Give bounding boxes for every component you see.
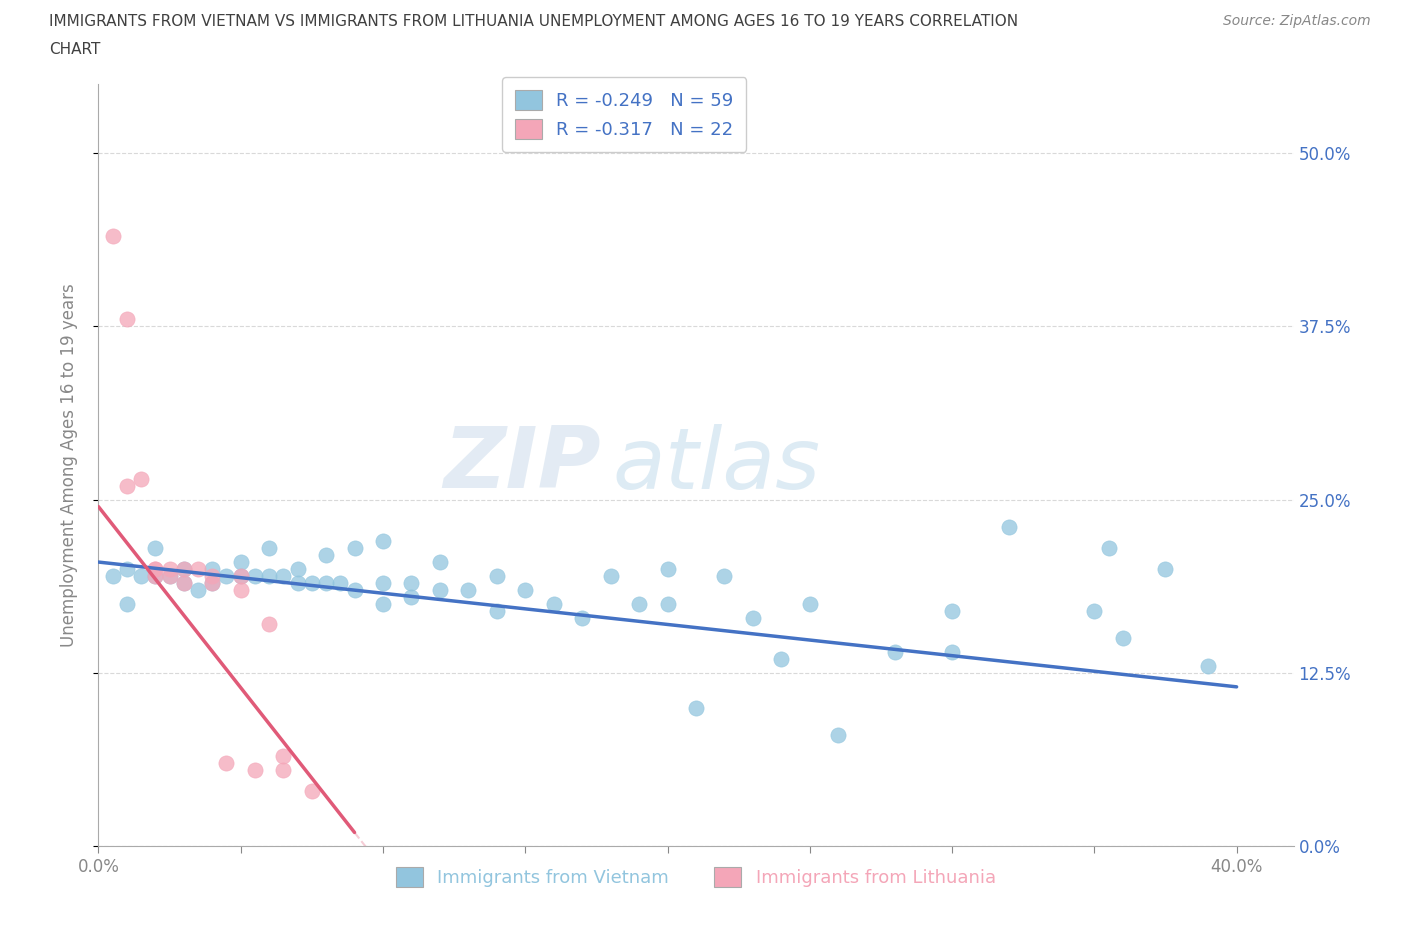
Point (187, 562, 209, 577)
Point (941, 644, 963, 659)
Point (515, 582, 537, 597)
Point (301, 576, 323, 591)
Point (201, 568, 224, 583)
Point (287, 562, 309, 577)
Point (827, 728, 849, 743)
Point (315, 548, 337, 563)
Point (229, 554, 252, 569)
Point (1112, 631, 1135, 645)
Point (257, 568, 280, 583)
Point (343, 582, 366, 597)
Point (143, 568, 166, 583)
Point (229, 568, 252, 583)
Point (215, 568, 238, 583)
Point (129, 472, 152, 486)
Point (741, 610, 763, 625)
Point (998, 520, 1021, 535)
Point (143, 562, 166, 577)
Point (201, 562, 224, 577)
Point (329, 576, 352, 591)
Point (159, 562, 181, 577)
Point (429, 554, 451, 569)
Point (115, 562, 138, 577)
Point (301, 783, 323, 798)
Legend: Immigrants from Vietnam, Immigrants from Lithuania: Immigrants from Vietnam, Immigrants from… (388, 860, 1004, 895)
Point (1097, 540, 1119, 555)
Point (101, 229, 124, 244)
Point (143, 568, 166, 583)
Point (1154, 562, 1177, 577)
Point (401, 590, 423, 604)
Point (243, 763, 266, 777)
Point (770, 652, 793, 667)
Point (229, 582, 252, 597)
Point (115, 596, 138, 611)
Point (543, 596, 565, 611)
Point (173, 562, 195, 577)
Point (173, 562, 195, 577)
Point (343, 540, 366, 555)
Text: CHART: CHART (49, 42, 101, 57)
Point (485, 604, 508, 618)
Text: atlas: atlas (613, 423, 820, 507)
Point (657, 562, 679, 577)
Point (371, 534, 394, 549)
Point (273, 763, 295, 777)
Point (273, 568, 295, 583)
Point (159, 568, 181, 583)
Point (657, 596, 679, 611)
Point (799, 596, 821, 611)
Point (273, 749, 295, 764)
Point (685, 700, 707, 715)
Point (143, 562, 166, 577)
Point (243, 568, 266, 583)
Point (457, 582, 479, 597)
Point (257, 540, 280, 555)
Point (1083, 604, 1105, 618)
Point (143, 540, 166, 555)
Point (401, 576, 423, 591)
Point (1197, 658, 1219, 673)
Point (599, 568, 621, 583)
Point (941, 604, 963, 618)
Text: ZIP: ZIP (443, 423, 600, 507)
Point (713, 568, 735, 583)
Text: Source: ZipAtlas.com: Source: ZipAtlas.com (1223, 14, 1371, 28)
Point (115, 312, 138, 326)
Y-axis label: Unemployment Among Ages 16 to 19 years: Unemployment Among Ages 16 to 19 years (59, 283, 77, 647)
Point (129, 568, 152, 583)
Point (159, 568, 181, 583)
Point (884, 644, 907, 659)
Point (628, 596, 651, 611)
Point (187, 582, 209, 597)
Point (371, 576, 394, 591)
Point (201, 576, 224, 591)
Point (173, 576, 195, 591)
Point (429, 582, 451, 597)
Point (571, 610, 593, 625)
Point (101, 568, 124, 583)
Text: IMMIGRANTS FROM VIETNAM VS IMMIGRANTS FROM LITHUANIA UNEMPLOYMENT AMONG AGES 16 : IMMIGRANTS FROM VIETNAM VS IMMIGRANTS FR… (49, 14, 1018, 29)
Point (257, 617, 280, 631)
Point (371, 596, 394, 611)
Point (287, 576, 309, 591)
Point (201, 576, 224, 591)
Point (485, 568, 508, 583)
Point (229, 568, 252, 583)
Point (215, 756, 238, 771)
Point (115, 478, 138, 493)
Point (315, 576, 337, 591)
Point (173, 576, 195, 591)
